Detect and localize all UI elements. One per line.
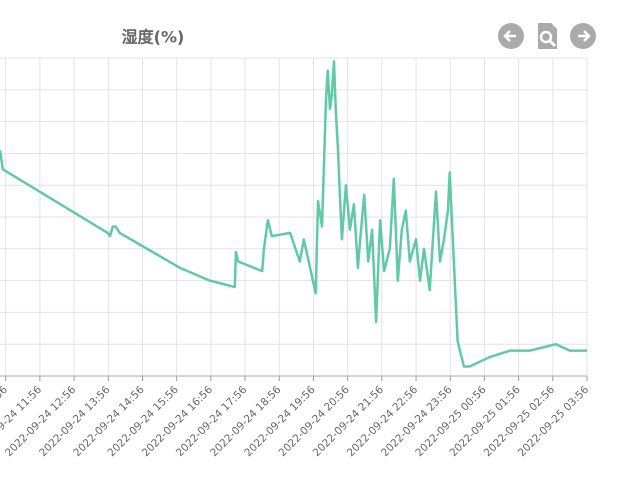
line <box>0 59 587 368</box>
zoom-button[interactable] <box>538 23 557 49</box>
next-button[interactable] <box>570 23 596 49</box>
chart-title: 湿度(%) <box>121 28 185 47</box>
grid <box>0 57 588 377</box>
prev-button[interactable] <box>498 23 524 49</box>
